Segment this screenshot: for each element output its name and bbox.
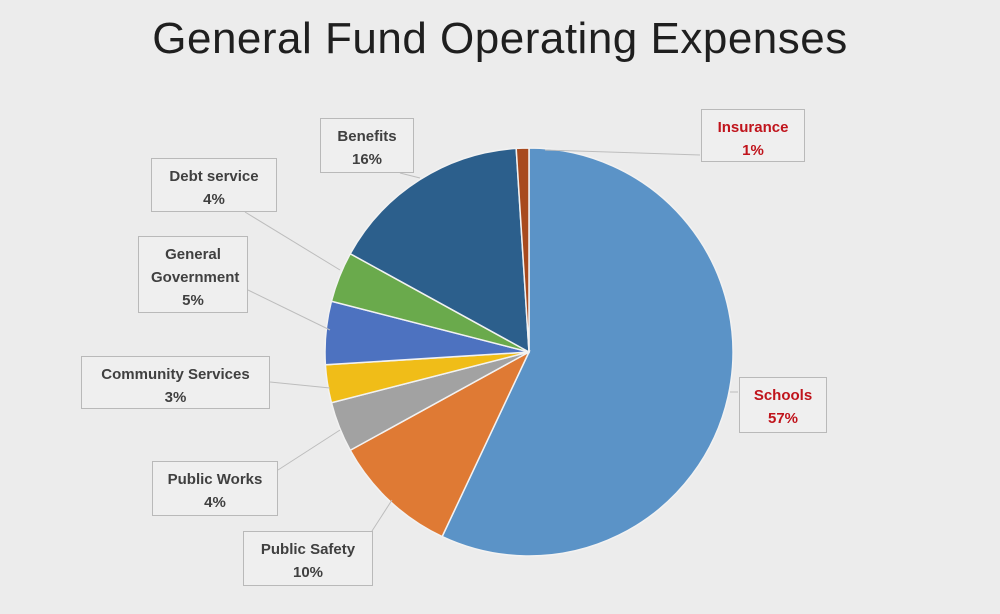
label-public-safety-text: Public Safety: [260, 541, 356, 558]
label-community-services: Community Services 3%: [81, 356, 270, 409]
label-debt-service: Debt service 4%: [151, 158, 277, 212]
pie-slice-benefits: [349, 147, 530, 354]
leader-line-public-works: [277, 429, 341, 471]
chart-title: General Fund Operating Expenses: [152, 14, 848, 63]
label-schools-pct: 57%: [767, 410, 799, 427]
label-general-government-pct: 5%: [182, 292, 204, 309]
leader-line-insurance: [544, 149, 701, 156]
label-community-services-pct: 3%: [164, 389, 187, 406]
leader-line-public-safety: [371, 499, 393, 532]
label-general-government-text: General Government: [151, 246, 240, 286]
label-schools-text: Schools: [753, 387, 813, 404]
label-general-government: General Government 5%: [138, 236, 248, 313]
label-debt-service-text: Debt service: [169, 168, 259, 185]
label-schools: Schools 57%: [739, 377, 827, 433]
leader-line-general-government: [247, 289, 331, 331]
pie-slice-insurance: [515, 147, 530, 353]
leader-line-benefits: [399, 172, 421, 179]
label-benefits-pct: 16%: [351, 151, 383, 168]
pie-slice-public-safety: [349, 350, 531, 538]
label-insurance-pct: 1%: [742, 142, 764, 159]
leader-line-debt-service: [244, 211, 341, 271]
leader-line-community-services: [269, 381, 331, 389]
label-public-works-pct: 4%: [204, 494, 226, 511]
pie-slice-schools: [441, 147, 734, 557]
label-community-services-text: Community Services: [101, 366, 250, 383]
label-benefits-text: Benefits: [337, 128, 397, 145]
label-public-safety: Public Safety 10%: [243, 531, 373, 586]
label-benefits: Benefits 16%: [320, 118, 414, 173]
label-insurance: Insurance 1%: [701, 109, 805, 162]
label-debt-service-pct: 4%: [203, 191, 225, 208]
label-public-safety-pct: 10%: [292, 564, 324, 581]
label-public-works: Public Works 4%: [152, 461, 278, 516]
label-public-works-text: Public Works: [167, 471, 263, 488]
label-insurance-text: Insurance: [717, 119, 789, 136]
